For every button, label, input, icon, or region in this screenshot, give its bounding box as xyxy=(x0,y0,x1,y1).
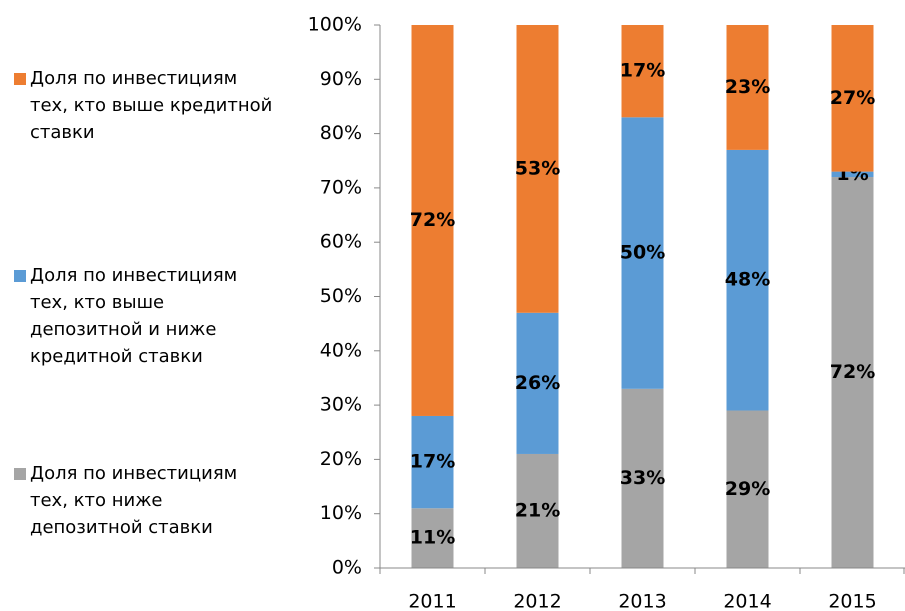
legend-label: Доля по инвестициям тех, кто выше депози… xyxy=(30,265,238,367)
data-label: 33% xyxy=(620,467,665,489)
y-tick-label: 60% xyxy=(320,231,362,253)
bar-segment xyxy=(411,508,454,568)
legend-swatch xyxy=(14,468,26,480)
bar-segment xyxy=(516,453,559,568)
y-tick-label: 10% xyxy=(320,502,362,524)
y-tick-label: 0% xyxy=(332,557,362,579)
legend-label: Доля по инвестициям тех, кто выше кредит… xyxy=(30,68,273,143)
data-label: 17% xyxy=(410,451,455,473)
x-tick-label: 2014 xyxy=(723,591,771,611)
data-label: 29% xyxy=(725,478,770,500)
legend-swatch xyxy=(14,270,26,282)
data-label: 72% xyxy=(410,209,455,231)
x-tick-label: 2012 xyxy=(513,591,561,611)
bar-segment xyxy=(726,149,769,411)
x-tick-label: 2015 xyxy=(828,591,876,611)
data-label: 72% xyxy=(830,361,875,383)
y-tick-label: 30% xyxy=(320,394,362,416)
legend-label: Доля по инвестициям тех, кто ниже депози… xyxy=(30,463,238,538)
y-tick-label: 50% xyxy=(320,285,362,307)
data-label: 21% xyxy=(515,499,560,521)
legend-item: Доля по инвестициям тех, кто выше кредит… xyxy=(14,65,280,146)
bar-segment xyxy=(726,25,769,150)
y-tick-label: 20% xyxy=(320,448,362,470)
data-label: 48% xyxy=(725,269,770,291)
data-label: 27% xyxy=(830,87,875,109)
legend-item: Доля по инвестициям тех, кто ниже депози… xyxy=(14,460,280,541)
x-tick-label: 2013 xyxy=(618,591,666,611)
y-tick-label: 100% xyxy=(308,14,362,36)
y-tick-label: 90% xyxy=(320,68,362,90)
data-label: 11% xyxy=(410,527,455,549)
bar-segment xyxy=(831,171,874,178)
bar-segment xyxy=(516,25,559,313)
y-tick-label: 70% xyxy=(320,176,362,198)
bar-segment xyxy=(516,312,559,454)
bar-segment xyxy=(621,25,664,118)
bar-segment xyxy=(831,177,874,569)
data-label: 17% xyxy=(620,60,665,82)
bar-segment xyxy=(831,25,874,172)
bar-segment xyxy=(726,410,769,568)
bar-segment xyxy=(411,25,454,416)
y-tick-label: 80% xyxy=(320,122,362,144)
bar-segment xyxy=(411,415,454,509)
y-tick-label: 40% xyxy=(320,339,362,361)
legend-item: Доля по инвестициям тех, кто выше депози… xyxy=(14,262,280,370)
data-label: 26% xyxy=(515,372,560,394)
bar-segment xyxy=(621,388,664,568)
data-label: 23% xyxy=(725,76,770,98)
x-tick-label: 2011 xyxy=(408,591,456,611)
legend-swatch xyxy=(14,73,26,85)
data-label: 50% xyxy=(620,242,665,264)
bar-segment xyxy=(621,117,664,389)
data-label: 53% xyxy=(515,157,560,179)
